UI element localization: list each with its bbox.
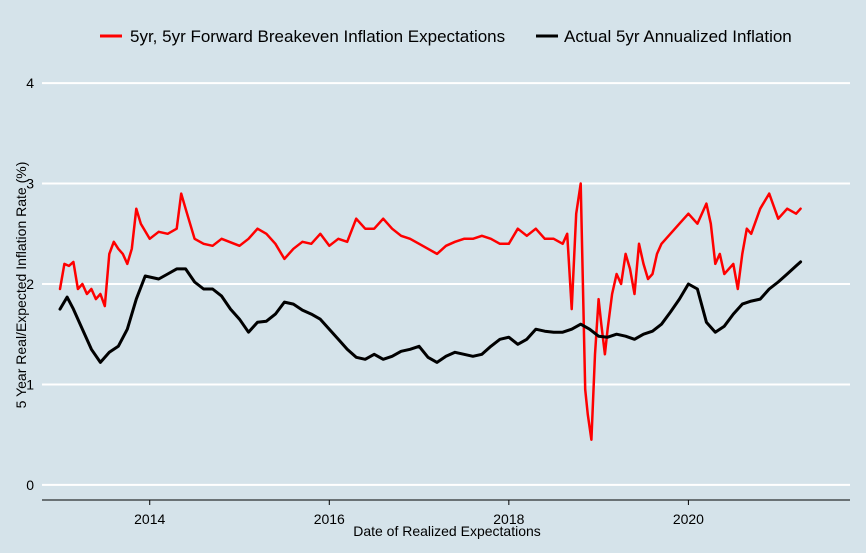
x-tick-label: 2018 bbox=[493, 511, 524, 527]
legend: 5yr, 5yr Forward Breakeven Inflation Exp… bbox=[100, 27, 792, 46]
x-axis-title: Date of Realized Expectations bbox=[353, 523, 541, 539]
plot-area bbox=[58, 182, 803, 441]
series-line-actual bbox=[58, 260, 803, 364]
x-tick-label: 2020 bbox=[673, 511, 704, 527]
y-tick-label: 4 bbox=[26, 75, 34, 91]
legend-label-breakeven: 5yr, 5yr Forward Breakeven Inflation Exp… bbox=[130, 27, 505, 46]
y-tick-label: 0 bbox=[26, 477, 34, 493]
y-tick-label: 3 bbox=[26, 176, 34, 192]
gridlines bbox=[42, 82, 850, 486]
legend-label-actual: Actual 5yr Annualized Inflation bbox=[564, 27, 792, 46]
y-axis: 0 1 2 3 4 bbox=[26, 75, 34, 493]
x-axis: 2014 2016 2018 2020 bbox=[42, 499, 850, 527]
y-axis-title: 5 Year Real/Expected Inflation Rate (%) bbox=[13, 162, 29, 409]
y-tick-label: 2 bbox=[26, 276, 34, 292]
y-tick-label: 1 bbox=[26, 376, 34, 392]
x-tick-label: 2014 bbox=[134, 511, 165, 527]
x-tick-label: 2016 bbox=[314, 511, 345, 527]
series-line-breakeven bbox=[58, 182, 802, 441]
